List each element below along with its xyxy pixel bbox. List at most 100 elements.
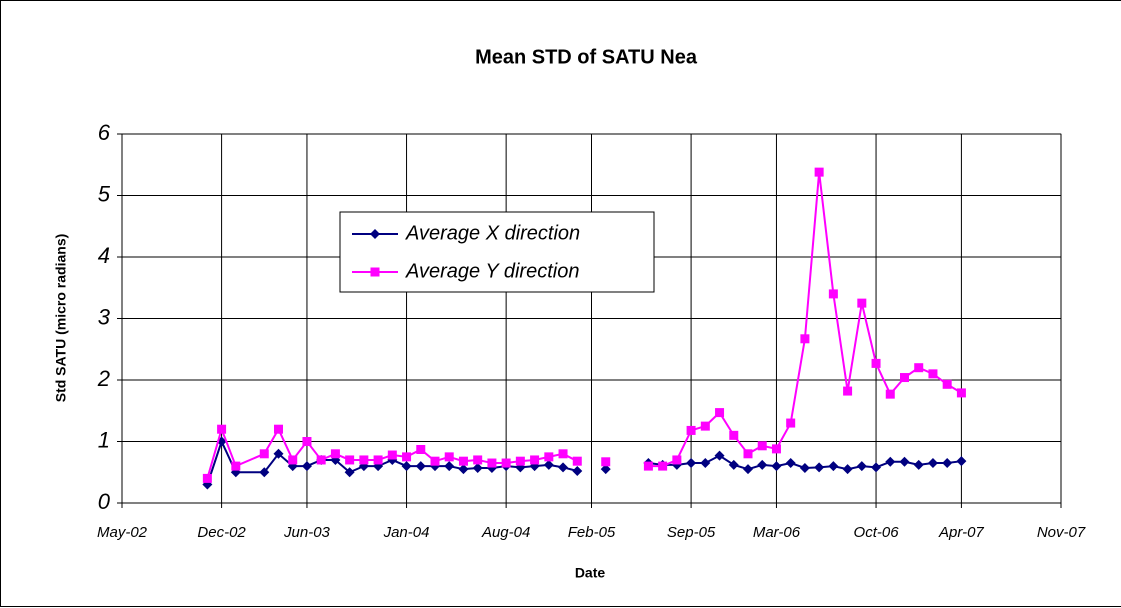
marker [828, 461, 839, 472]
marker [914, 363, 924, 373]
x-tick-label: Dec-02 [197, 524, 246, 541]
marker [871, 462, 882, 473]
marker [544, 452, 554, 462]
marker [658, 461, 668, 471]
marker [231, 461, 241, 471]
marker [473, 455, 483, 465]
marker [757, 459, 768, 470]
marker [601, 457, 611, 467]
marker [543, 459, 554, 470]
y-tick-label: 6 [98, 120, 111, 145]
marker [686, 458, 697, 469]
marker [799, 462, 810, 473]
marker [444, 461, 455, 472]
marker [814, 167, 824, 177]
marker [415, 461, 426, 472]
marker [530, 455, 540, 465]
marker [515, 456, 525, 466]
marker [370, 229, 380, 239]
marker [956, 456, 967, 467]
marker [202, 473, 212, 483]
marker [956, 388, 966, 398]
marker [913, 459, 924, 470]
marker [700, 458, 711, 469]
legend: Average X direction Average Y direction [339, 211, 655, 293]
x-tick-label: Oct-06 [854, 524, 900, 541]
marker [302, 437, 312, 446]
x-tick-label: Sep-05 [667, 524, 716, 541]
x-tick-label: Mar-06 [753, 524, 801, 541]
x-tick-label: Feb-05 [568, 524, 616, 541]
y-tick-label: 4 [98, 243, 110, 268]
marker [487, 458, 497, 468]
marker [786, 418, 796, 428]
marker [686, 425, 696, 435]
chart-title: Mean STD of SATU Nea [475, 46, 698, 68]
marker [558, 462, 569, 473]
marker [259, 449, 269, 459]
marker [800, 334, 810, 344]
marker [217, 424, 227, 434]
marker [843, 386, 853, 396]
marker [715, 408, 725, 418]
marker [757, 441, 767, 451]
x-tick-label: Apr-07 [938, 524, 984, 541]
marker [771, 461, 782, 472]
marker [900, 373, 909, 383]
x-tick-label: Aug-04 [481, 524, 530, 541]
marker [344, 467, 355, 478]
marker [444, 452, 454, 462]
marker [458, 464, 469, 475]
marker [728, 459, 739, 470]
marker [714, 450, 725, 461]
marker [345, 455, 355, 465]
marker [672, 455, 682, 465]
marker [942, 458, 953, 469]
marker [785, 458, 796, 469]
marker [700, 421, 710, 431]
marker [771, 444, 781, 454]
marker [458, 456, 468, 466]
y-tick-label: 1 [98, 427, 110, 452]
x-tick-label: Nov-07 [1037, 524, 1086, 541]
marker [927, 458, 938, 469]
marker [871, 358, 881, 368]
marker [942, 379, 952, 389]
y-axis-title: Std SATU (micro radians) [53, 234, 69, 403]
marker [643, 461, 653, 471]
x-tick-label: Jan-04 [383, 524, 430, 541]
legend-label: Average Y direction [405, 260, 579, 282]
marker [842, 464, 853, 475]
marker [600, 464, 611, 475]
marker [928, 369, 938, 379]
marker [729, 430, 739, 440]
marker [885, 456, 896, 467]
y-tick-label: 5 [98, 181, 111, 206]
marker [857, 298, 867, 308]
marker [472, 462, 483, 473]
marker [301, 461, 312, 472]
marker [330, 449, 340, 459]
marker [828, 289, 838, 299]
marker [259, 467, 270, 478]
marker [885, 389, 895, 399]
y-tick-label: 3 [98, 304, 111, 329]
marker [288, 455, 298, 465]
marker [899, 456, 910, 467]
marker [274, 424, 283, 434]
marker [558, 449, 568, 459]
marker [387, 450, 397, 460]
marker [430, 456, 440, 466]
marker [401, 461, 412, 472]
x-tick-label: May-02 [97, 524, 148, 541]
y-tick-label: 2 [97, 366, 110, 391]
marker [416, 444, 426, 454]
legend-label: Average X direction [405, 222, 580, 244]
marker [743, 449, 753, 459]
marker [856, 461, 867, 472]
marker [370, 267, 380, 277]
marker [402, 452, 412, 462]
marker [359, 455, 369, 465]
